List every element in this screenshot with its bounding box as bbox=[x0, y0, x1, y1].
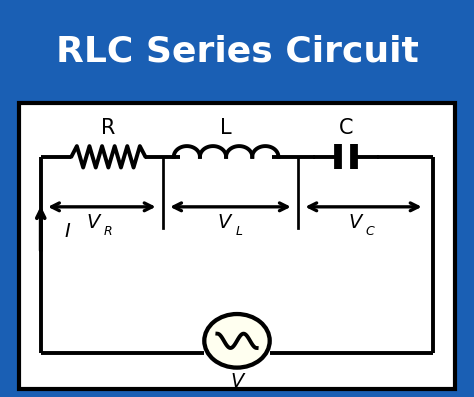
Text: I: I bbox=[64, 222, 70, 241]
Text: V: V bbox=[230, 372, 244, 391]
Text: C: C bbox=[365, 225, 374, 238]
Text: L: L bbox=[236, 225, 243, 238]
Text: V: V bbox=[348, 214, 362, 232]
Text: R: R bbox=[101, 118, 116, 138]
Text: L: L bbox=[220, 118, 232, 138]
Circle shape bbox=[204, 314, 270, 368]
Text: V: V bbox=[217, 214, 231, 232]
Text: R: R bbox=[104, 225, 113, 238]
Bar bbox=[19, 103, 455, 389]
Text: C: C bbox=[339, 118, 353, 138]
Text: V: V bbox=[86, 214, 100, 232]
Text: RLC Series Circuit: RLC Series Circuit bbox=[55, 35, 419, 69]
